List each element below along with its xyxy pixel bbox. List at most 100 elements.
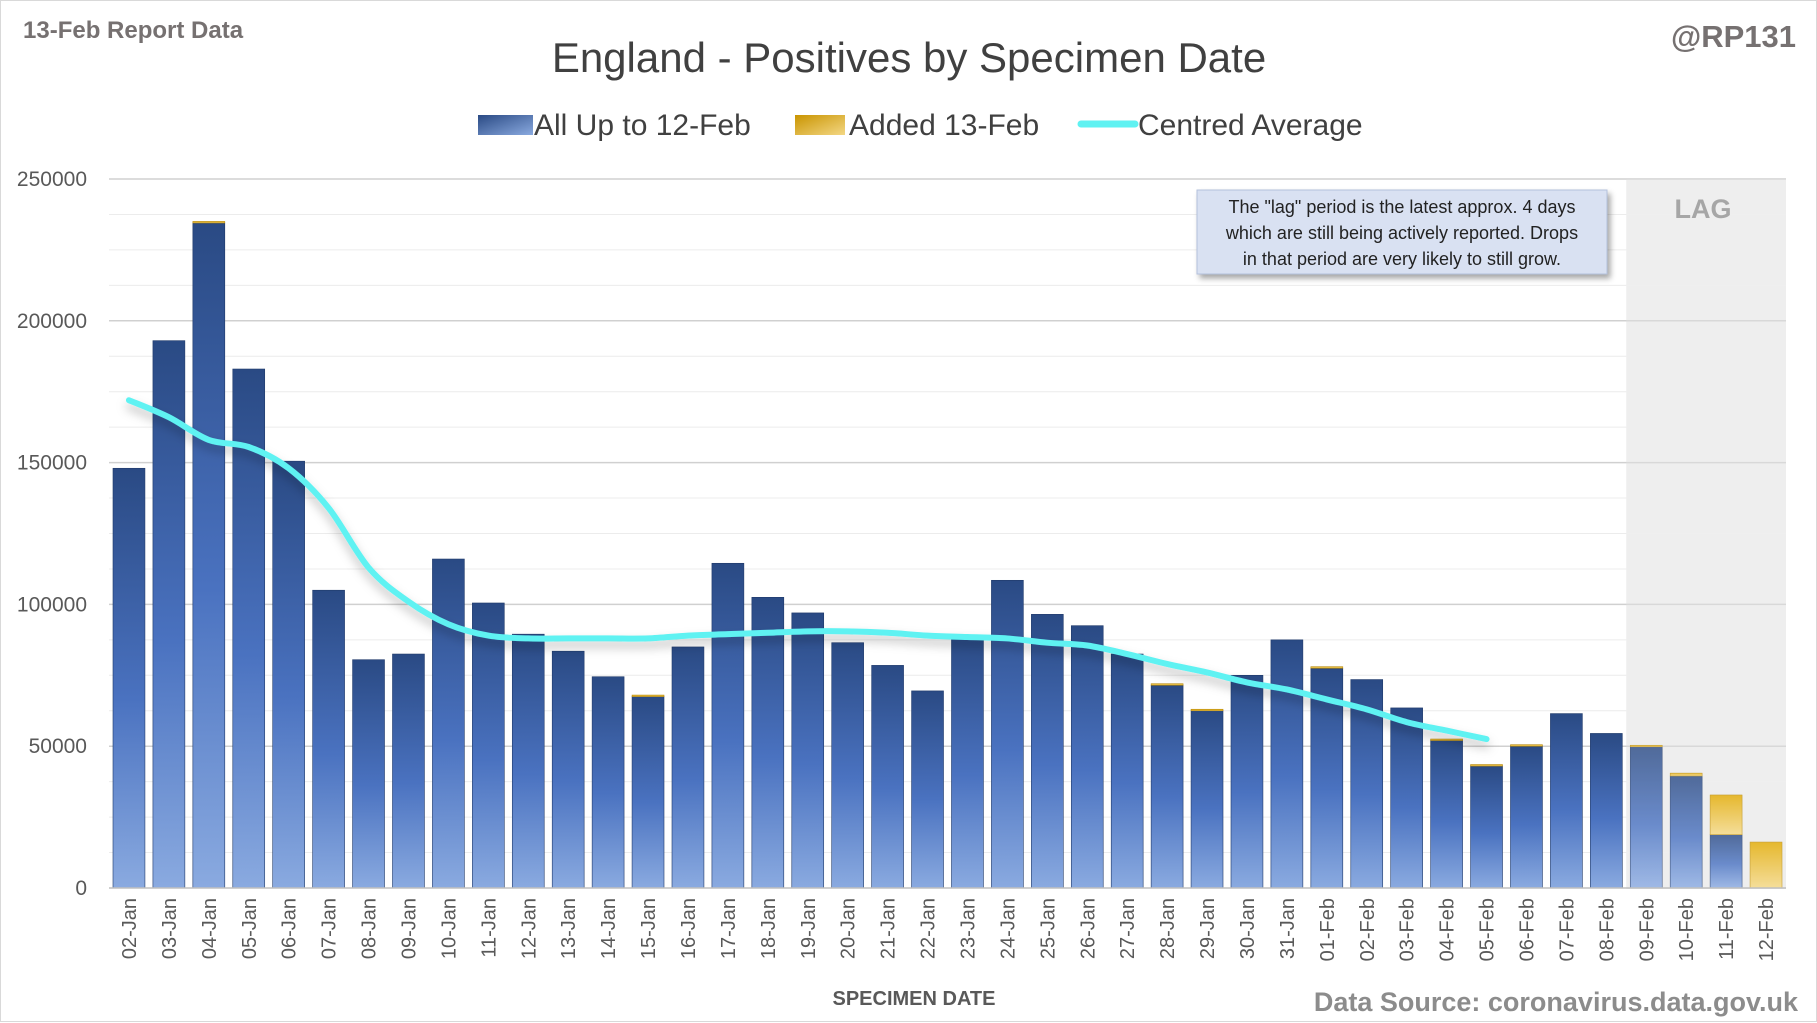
x-tick-label-02-jan: 02-Jan bbox=[119, 898, 141, 959]
report-label: 13-Feb Report Data bbox=[23, 17, 244, 44]
bar-all-up-to-12-feb-20-jan bbox=[831, 642, 864, 889]
bar-all-up-to-12-feb-13-jan bbox=[551, 650, 585, 889]
x-tick-label-01-feb: 01-Feb bbox=[1317, 898, 1339, 961]
x-tick-label-29-jan: 29-Jan bbox=[1197, 898, 1219, 959]
x-tick-label-07-feb: 07-Feb bbox=[1556, 898, 1578, 961]
bar-all-up-to-12-feb-24-jan bbox=[991, 579, 1024, 889]
x-tick-label-15-jan: 15-Jan bbox=[638, 898, 660, 959]
bar-all-up-to-12-feb-03-feb bbox=[1390, 707, 1423, 889]
x-tick-label-10-jan: 10-Jan bbox=[438, 898, 460, 959]
bar-all-up-to-12-feb-10-jan bbox=[432, 558, 465, 889]
bar-all-up-to-12-feb-16-jan bbox=[671, 646, 705, 889]
x-tick-label-03-jan: 03-Jan bbox=[159, 898, 181, 959]
y-tick-label-50000: 50000 bbox=[29, 735, 87, 758]
bar-all-up-to-12-feb-23-jan bbox=[951, 636, 984, 889]
bar-added-13-feb-01-feb bbox=[1310, 666, 1344, 669]
x-tick-label-05-jan: 05-Jan bbox=[239, 898, 261, 959]
x-tick-label-16-jan: 16-Jan bbox=[678, 898, 700, 959]
x-tick-label-13-jan: 13-Jan bbox=[558, 898, 580, 959]
bar-added-13-feb-15-jan bbox=[631, 694, 665, 697]
bar-all-up-to-12-feb-14-jan bbox=[591, 676, 625, 889]
legend-label-all-up-to-12-feb: All Up to 12-Feb bbox=[534, 109, 751, 142]
x-tick-label-21-jan: 21-Jan bbox=[878, 898, 900, 959]
bar-all-up-to-12-feb-08-feb bbox=[1590, 733, 1623, 889]
bar-all-up-to-12-feb-25-jan bbox=[1031, 614, 1064, 889]
bar-added-13-feb-10-feb bbox=[1669, 772, 1703, 777]
bar-all-up-to-12-feb-05-feb bbox=[1470, 765, 1503, 889]
y-axis-ticks: 0 50000 100000 150000 200000 250000 bbox=[17, 168, 87, 900]
bar-all-up-to-12-feb-03-jan bbox=[152, 340, 186, 889]
x-tick-label-06-jan: 06-Jan bbox=[279, 898, 301, 959]
bar-all-up-to-12-feb-06-jan bbox=[272, 460, 305, 889]
x-tick-label-02-feb: 02-Feb bbox=[1357, 898, 1379, 961]
bar-added-13-feb-04-jan bbox=[192, 221, 226, 224]
bar-added-13-feb-11-feb bbox=[1709, 794, 1743, 835]
y-tick-label-0: 0 bbox=[75, 877, 87, 900]
x-tick-label-28-jan: 28-Jan bbox=[1157, 898, 1179, 959]
x-tick-label-18-jan: 18-Jan bbox=[758, 898, 780, 959]
bar-added-13-feb-06-feb bbox=[1510, 744, 1543, 747]
x-tick-label-14-jan: 14-Jan bbox=[598, 898, 620, 959]
x-tick-label-17-jan: 17-Jan bbox=[718, 898, 740, 959]
bar-all-up-to-12-feb-05-jan bbox=[232, 368, 266, 889]
bar-all-up-to-12-feb-29-jan bbox=[1190, 710, 1224, 889]
chart-title: England - Positives by Specimen Date bbox=[552, 34, 1266, 81]
legend-label-added-13-feb: Added 13-Feb bbox=[849, 109, 1039, 142]
lag-fade-overlay bbox=[1626, 179, 1786, 888]
x-tick-label-07-jan: 07-Jan bbox=[319, 898, 341, 959]
bar-added-13-feb-28-jan bbox=[1150, 683, 1184, 686]
bar-all-up-to-12-feb-09-jan bbox=[392, 653, 425, 889]
bar-added-13-feb-04-feb bbox=[1430, 738, 1463, 741]
legend: All Up to 12-Feb Added 13-Feb Centred Av… bbox=[478, 109, 1363, 142]
x-tick-label-24-jan: 24-Jan bbox=[997, 898, 1019, 959]
y-tick-label-150000: 150000 bbox=[17, 452, 87, 475]
x-tick-label-12-feb: 12-Feb bbox=[1756, 898, 1778, 961]
x-tick-label-10-feb: 10-Feb bbox=[1676, 898, 1698, 961]
bar-all-up-to-12-feb-30-jan bbox=[1230, 674, 1264, 889]
centred-average-line bbox=[125, 397, 1490, 743]
y-tick-label-200000: 200000 bbox=[17, 310, 87, 333]
x-tick-label-09-jan: 09-Jan bbox=[398, 898, 420, 959]
x-tick-label-26-jan: 26-Jan bbox=[1077, 898, 1099, 959]
bar-all-up-to-12-feb-08-jan bbox=[352, 659, 385, 889]
x-tick-label-05-feb: 05-Feb bbox=[1477, 898, 1499, 961]
y-tick-label-100000: 100000 bbox=[17, 593, 87, 616]
bar-all-up-to-12-feb-10-feb bbox=[1669, 775, 1703, 889]
legend-swatch-all-up-to-12-feb bbox=[478, 115, 533, 135]
x-tick-label-19-jan: 19-Jan bbox=[798, 898, 820, 959]
x-tick-label-11-feb: 11-Feb bbox=[1716, 898, 1738, 960]
x-tick-label-27-jan: 27-Jan bbox=[1117, 898, 1139, 959]
lag-note-line-2: which are still being actively reported.… bbox=[1225, 223, 1578, 243]
bar-all-up-to-12-feb-04-jan bbox=[192, 222, 226, 889]
bar-all-up-to-12-feb-26-jan bbox=[1070, 625, 1104, 889]
x-tick-label-25-jan: 25-Jan bbox=[1037, 898, 1059, 959]
x-tick-label-12-jan: 12-Jan bbox=[518, 898, 540, 959]
lag-note-line-1: The "lag" period is the latest approx. 4… bbox=[1229, 197, 1576, 217]
author-handle: @RP131 bbox=[1671, 19, 1796, 54]
x-tick-label-09-feb: 09-Feb bbox=[1636, 898, 1658, 961]
lag-note-box: The "lag" period is the latest approx. 4… bbox=[1196, 189, 1608, 275]
x-tick-label-30-jan: 30-Jan bbox=[1237, 898, 1259, 959]
bar-all-up-to-12-feb-07-jan bbox=[312, 589, 345, 889]
bar-all-up-to-12-feb-22-jan bbox=[911, 690, 944, 889]
bar-all-up-to-12-feb-12-jan bbox=[511, 633, 545, 889]
x-tick-label-08-feb: 08-Feb bbox=[1596, 898, 1618, 961]
x-tick-label-23-jan: 23-Jan bbox=[957, 898, 979, 959]
bar-all-up-to-12-feb-02-jan bbox=[112, 467, 146, 889]
x-tick-label-04-jan: 04-Jan bbox=[199, 898, 221, 959]
x-axis-title: SPECIMEN DATE bbox=[833, 988, 996, 1010]
bar-all-up-to-12-feb-27-jan bbox=[1110, 653, 1144, 889]
x-tick-label-04-feb: 04-Feb bbox=[1437, 898, 1459, 961]
x-tick-label-11-jan: 11-Jan bbox=[478, 898, 500, 958]
x-tick-label-08-jan: 08-Jan bbox=[359, 898, 381, 959]
bar-all-up-to-12-feb-06-feb bbox=[1510, 745, 1543, 889]
x-axis-ticks: 02-Jan 03-Jan 04-Jan 05-Jan 06-Jan 07-Jan 08-J… bbox=[119, 898, 1778, 961]
bar-all-up-to-12-feb-18-jan bbox=[751, 597, 785, 889]
data-source: Data Source: coronavirus.data.gov.uk bbox=[1314, 987, 1799, 1017]
bar-all-up-to-12-feb-17-jan bbox=[711, 562, 745, 889]
bar-all-up-to-12-feb-04-feb bbox=[1430, 740, 1463, 889]
bar-all-up-to-12-feb-31-jan bbox=[1270, 639, 1304, 889]
bar-all-up-to-12-feb-28-jan bbox=[1150, 684, 1184, 889]
